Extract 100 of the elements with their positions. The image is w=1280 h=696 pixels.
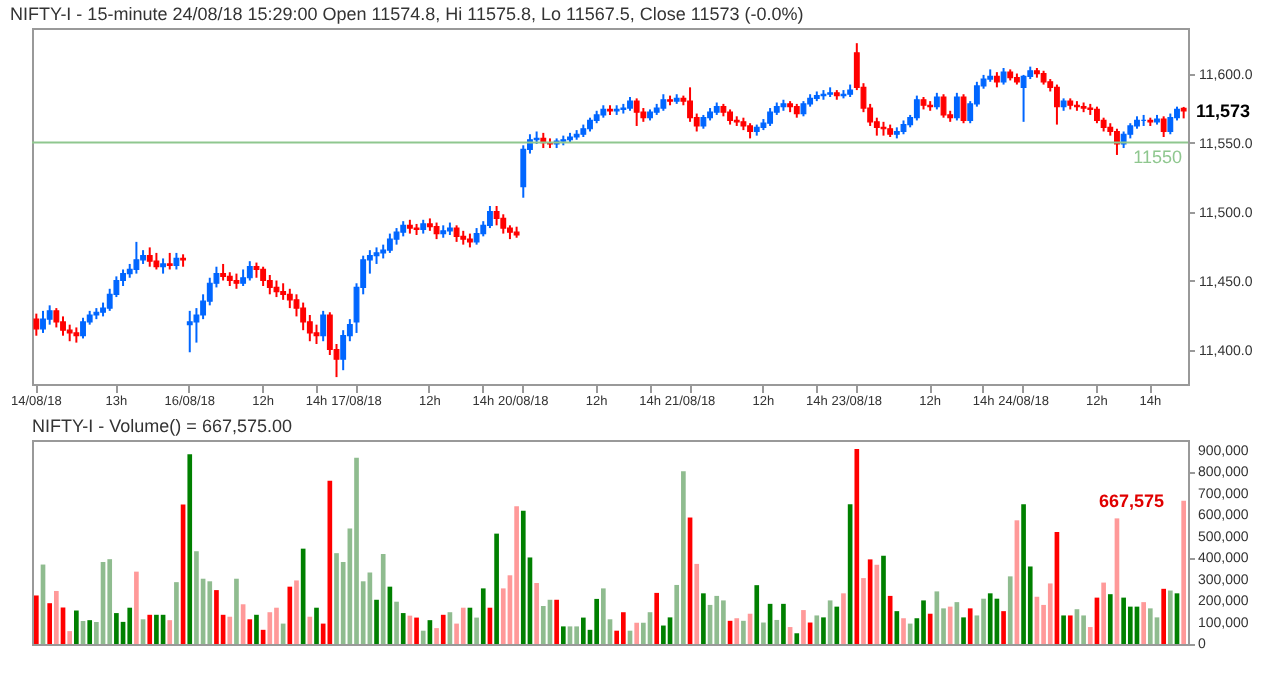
bar [187, 454, 193, 644]
bar [987, 593, 993, 644]
bar [227, 616, 233, 644]
chart-title: NIFTY-I - Volume() = 667,575.00 [32, 416, 292, 436]
candlestick [146, 246, 153, 268]
candlestick [46, 304, 53, 326]
bar [654, 592, 660, 644]
bar [714, 595, 720, 644]
bar [761, 622, 766, 644]
bar [1001, 611, 1006, 644]
text: 11,573 [1196, 100, 1251, 121]
bar [947, 606, 953, 644]
bar [234, 578, 239, 644]
bar [107, 559, 113, 644]
bar [841, 593, 846, 644]
bar [907, 623, 913, 644]
candlestick [266, 273, 273, 296]
bar [754, 585, 760, 644]
bar [147, 614, 153, 644]
bar [554, 599, 559, 644]
bar [314, 607, 319, 644]
bar [741, 620, 746, 644]
bar [881, 555, 886, 644]
bar [394, 601, 399, 644]
candlestick [186, 309, 193, 354]
ref-line-label: 11550 [1133, 146, 1182, 167]
bar [560, 626, 566, 644]
bar [794, 633, 800, 644]
bar [981, 598, 986, 644]
bar [1007, 576, 1013, 644]
candlestick [487, 205, 493, 230]
candlestick [1053, 83, 1060, 126]
candlestick [386, 232, 393, 254]
candlestick [493, 205, 500, 227]
bar [1141, 602, 1146, 644]
bar [480, 588, 486, 644]
bar [354, 457, 359, 644]
bar [634, 622, 640, 644]
bar [460, 607, 466, 644]
bar [154, 614, 159, 644]
candlestick [1020, 73, 1027, 123]
bar [1107, 594, 1113, 644]
bar [274, 607, 279, 644]
bar [861, 578, 866, 644]
candlestick [80, 316, 86, 340]
bar [374, 599, 379, 644]
bar [1101, 582, 1106, 644]
candlestick [286, 287, 293, 310]
bar [774, 619, 780, 644]
bar [114, 613, 119, 644]
bar [701, 593, 706, 644]
candlestick [1160, 115, 1167, 139]
bar [580, 617, 586, 644]
bar [287, 586, 293, 644]
bar [214, 590, 219, 644]
bar [600, 588, 606, 644]
candlestick [953, 91, 960, 122]
bar [721, 600, 726, 644]
bar [307, 616, 313, 644]
bar [74, 610, 79, 644]
bar [901, 618, 906, 644]
bar [267, 612, 273, 644]
bar [821, 617, 826, 644]
bar [1067, 615, 1073, 644]
candlestick [1167, 112, 1174, 136]
bar [1081, 615, 1086, 644]
bar [967, 608, 973, 644]
bar [207, 581, 213, 644]
bar [781, 603, 786, 644]
bar [594, 598, 599, 644]
bar [534, 583, 539, 644]
candlestick [500, 213, 507, 235]
bar [520, 510, 526, 644]
candlestick [1114, 127, 1120, 156]
candlestick [33, 312, 40, 337]
bar [434, 628, 439, 644]
bar [1147, 608, 1153, 644]
bar [801, 610, 806, 644]
bar [1127, 606, 1133, 644]
candlestick [40, 309, 46, 334]
candlestick [940, 93, 947, 119]
bar [694, 563, 700, 644]
bar [921, 600, 926, 644]
bar [494, 533, 499, 644]
bar [1161, 588, 1166, 644]
bar [1047, 583, 1053, 644]
bar [681, 471, 686, 644]
bar [927, 613, 933, 644]
candlestick [60, 315, 66, 337]
bar [574, 626, 579, 644]
bar [127, 607, 133, 644]
bar [67, 631, 73, 644]
bar [167, 620, 173, 644]
bar [1061, 615, 1066, 644]
candlestick [687, 86, 693, 123]
bar [414, 617, 419, 644]
bar [1087, 627, 1093, 644]
bar [247, 619, 253, 644]
bar [34, 595, 39, 644]
bar [1121, 597, 1126, 644]
